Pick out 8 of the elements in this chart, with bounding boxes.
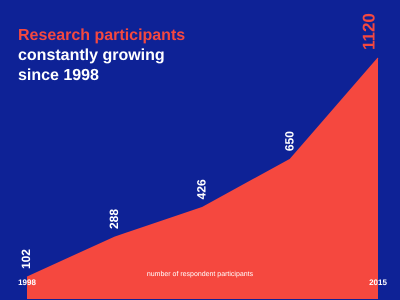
data-label: 650	[282, 130, 296, 152]
x-tick-label: 2015	[369, 278, 388, 287]
data-label: 426	[194, 178, 209, 200]
data-label: 288	[106, 208, 121, 230]
chart-title: Research participants	[18, 26, 186, 46]
data-label: 1120	[359, 13, 378, 50]
data-label: 102	[19, 248, 34, 270]
chart-subtitle: constantly growing since 1998	[18, 46, 166, 86]
